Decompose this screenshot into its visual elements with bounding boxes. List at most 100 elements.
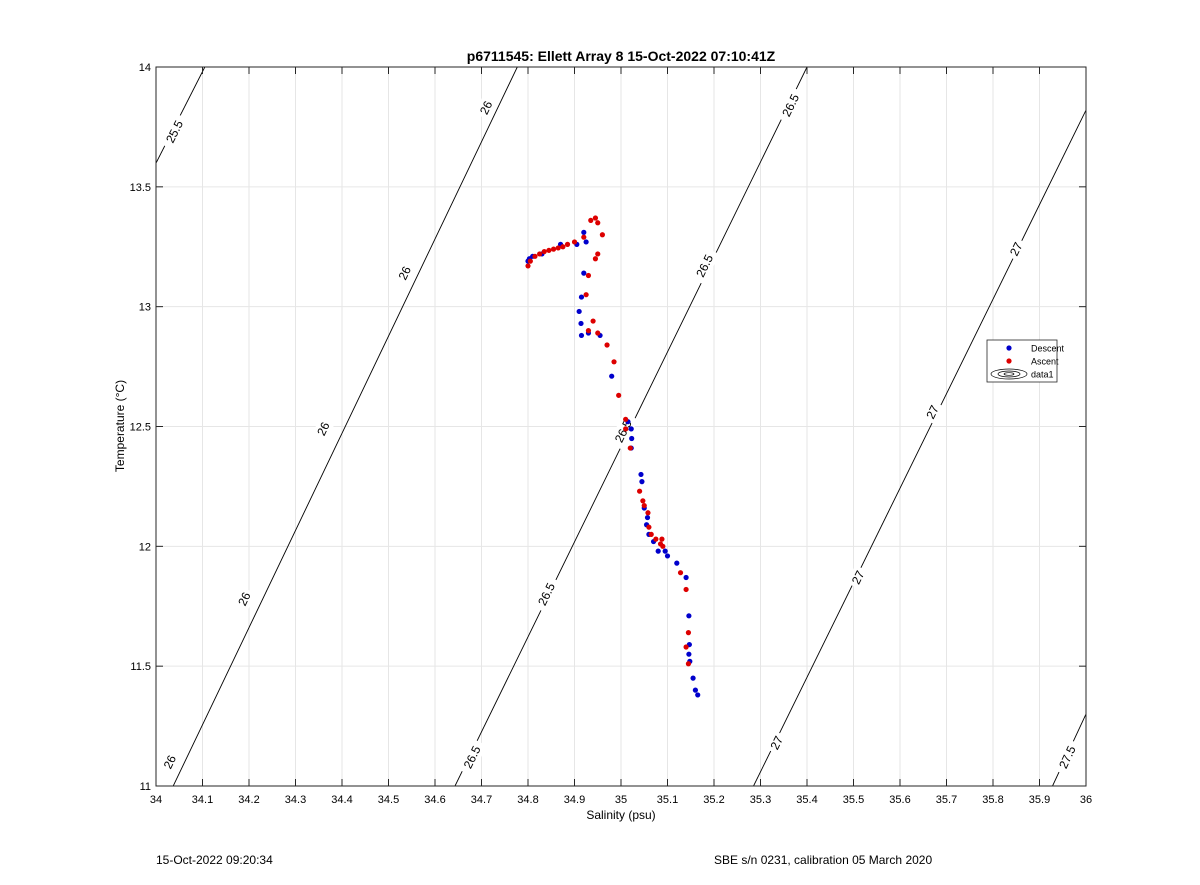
footer-timestamp: 15-Oct-2022 09:20:34 bbox=[156, 853, 273, 867]
data-point-ascent bbox=[604, 342, 610, 348]
data-point-descent bbox=[581, 270, 587, 276]
data-point-ascent bbox=[525, 263, 531, 269]
data-point-descent bbox=[581, 229, 587, 235]
x-tick-label: 34.8 bbox=[517, 794, 538, 806]
data-point-ascent bbox=[571, 239, 578, 245]
contour-label: 26 bbox=[311, 416, 335, 442]
data-point-descent bbox=[578, 320, 584, 327]
x-tick-label: 35.1 bbox=[657, 794, 678, 806]
contour-label: 26 bbox=[474, 95, 498, 121]
data-point-ascent bbox=[546, 247, 552, 253]
contour-label-text: 26 bbox=[314, 420, 333, 438]
contour-label: 26.5 bbox=[531, 575, 562, 614]
legend-frame bbox=[986, 339, 1058, 383]
x-tick-label: 35 bbox=[615, 794, 627, 806]
data-point-descent bbox=[662, 548, 668, 554]
data-point-ascent bbox=[685, 661, 692, 667]
data-point-descent bbox=[683, 574, 689, 581]
data-point-ascent bbox=[564, 241, 571, 247]
contour-label: 27 bbox=[846, 564, 870, 590]
data-point-descent bbox=[639, 479, 645, 485]
contour-label-text: 27 bbox=[768, 733, 787, 751]
contour-label-bg bbox=[531, 575, 562, 614]
data-point-ascent bbox=[648, 531, 654, 537]
data-point-descent bbox=[578, 332, 585, 339]
contour-label-bg bbox=[846, 564, 870, 590]
data-point-ascent bbox=[527, 258, 533, 264]
x-tick-label: 34.2 bbox=[238, 794, 259, 806]
data-point-ascent bbox=[583, 292, 589, 298]
data-point-ascent bbox=[585, 272, 592, 279]
contour-label-text: 26 bbox=[396, 264, 415, 282]
x-tick-label: 34.9 bbox=[564, 794, 585, 806]
data-point-descent bbox=[609, 373, 615, 379]
data-point-ascent bbox=[611, 359, 617, 365]
contour-label: 27 bbox=[920, 399, 945, 425]
data-point-ascent bbox=[585, 328, 592, 334]
contour-label: 27.5 bbox=[1052, 738, 1082, 777]
x-tick-label: 35.3 bbox=[750, 794, 771, 806]
data-point-descent bbox=[629, 435, 635, 442]
chart-title: p6711545: Ellett Array 8 15-Oct-2022 07:… bbox=[467, 48, 776, 64]
data-point-ascent bbox=[640, 498, 646, 504]
contour-label: 25.5 bbox=[159, 112, 190, 151]
x-tick-label: 34.5 bbox=[378, 794, 399, 806]
legend: Descent Ascent data1 bbox=[986, 339, 1065, 383]
contour-label-bg bbox=[474, 95, 498, 121]
data-point-ascent bbox=[683, 644, 689, 650]
data-point-ascent bbox=[599, 232, 606, 238]
data-point-ascent bbox=[646, 524, 652, 530]
legend-marker-descent bbox=[1006, 345, 1012, 351]
series-ascent bbox=[525, 215, 692, 667]
data-point-ascent bbox=[595, 330, 601, 336]
contour-label-bg bbox=[1004, 236, 1028, 262]
data-point-ascent bbox=[560, 244, 566, 250]
contour-label: 27 bbox=[1004, 236, 1028, 262]
data-point-ascent bbox=[595, 220, 601, 226]
contour-label-bg bbox=[690, 247, 720, 285]
data-point-descent bbox=[674, 560, 680, 566]
legend-contour-icon-core bbox=[1003, 372, 1015, 376]
contour-label-bg bbox=[765, 730, 789, 756]
x-tick-label: 36 bbox=[1080, 794, 1092, 806]
data-point-ascent bbox=[623, 426, 629, 432]
contour-label-bg bbox=[776, 86, 806, 125]
x-tick-label: 35.4 bbox=[796, 794, 817, 806]
data-point-descent bbox=[692, 687, 699, 693]
data-point-ascent bbox=[532, 253, 538, 259]
x-tick-label: 34.4 bbox=[331, 794, 352, 806]
legend-contour-icon-inner bbox=[997, 370, 1021, 378]
contour-label: 26 bbox=[232, 586, 256, 612]
data-point-ascent bbox=[550, 246, 557, 252]
data-point-ascent bbox=[627, 445, 633, 451]
data-point-ascent bbox=[588, 217, 594, 223]
legend-label: Descent bbox=[1031, 344, 1065, 354]
data-point-ascent bbox=[685, 630, 692, 636]
contour-label-bg bbox=[608, 412, 638, 451]
contour-label-text: 27 bbox=[923, 403, 942, 421]
contour-label-bg bbox=[1052, 738, 1082, 777]
x-tick-label: 34.6 bbox=[424, 794, 445, 806]
data-point-descent bbox=[638, 471, 644, 478]
data-point-ascent bbox=[623, 416, 629, 422]
data-point-descent bbox=[686, 651, 692, 657]
data-point-descent bbox=[664, 553, 671, 559]
x-tick-label: 34.1 bbox=[192, 794, 213, 806]
contour-label-bg bbox=[393, 260, 417, 286]
contour-label: 26.5 bbox=[457, 738, 487, 777]
y-tick-label: 13.5 bbox=[130, 182, 151, 194]
data-point-ascent bbox=[581, 234, 587, 240]
y-axis-label: Temperature (°C) bbox=[113, 380, 127, 472]
x-tick-label: 35.9 bbox=[1029, 794, 1050, 806]
contour-label-text: 26 bbox=[235, 590, 254, 608]
contour-label: 27 bbox=[765, 730, 789, 756]
data-point-ascent bbox=[592, 256, 599, 262]
contour-label-text: 27 bbox=[1007, 240, 1026, 258]
x-axis-label: Salinity (psu) bbox=[586, 808, 655, 822]
x-tick-label: 34.7 bbox=[471, 794, 492, 806]
contour-label-text: 26 bbox=[161, 753, 180, 771]
data-point-ascent bbox=[657, 541, 664, 547]
legend-label: data1 bbox=[1031, 370, 1054, 380]
contour-label-bg bbox=[159, 112, 190, 151]
